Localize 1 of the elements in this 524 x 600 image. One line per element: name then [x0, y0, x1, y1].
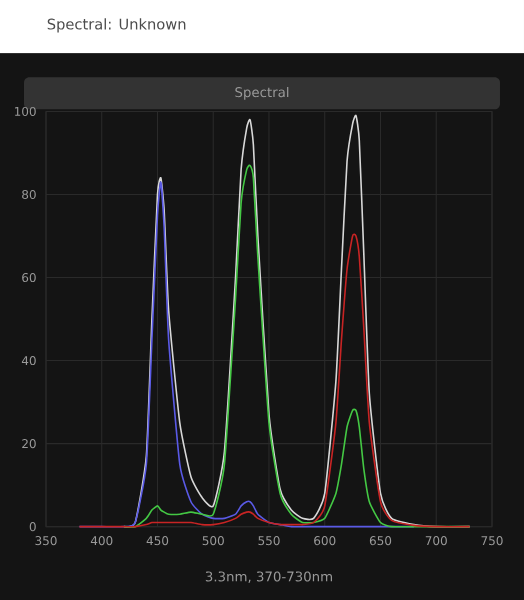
line-series: [78, 234, 471, 528]
